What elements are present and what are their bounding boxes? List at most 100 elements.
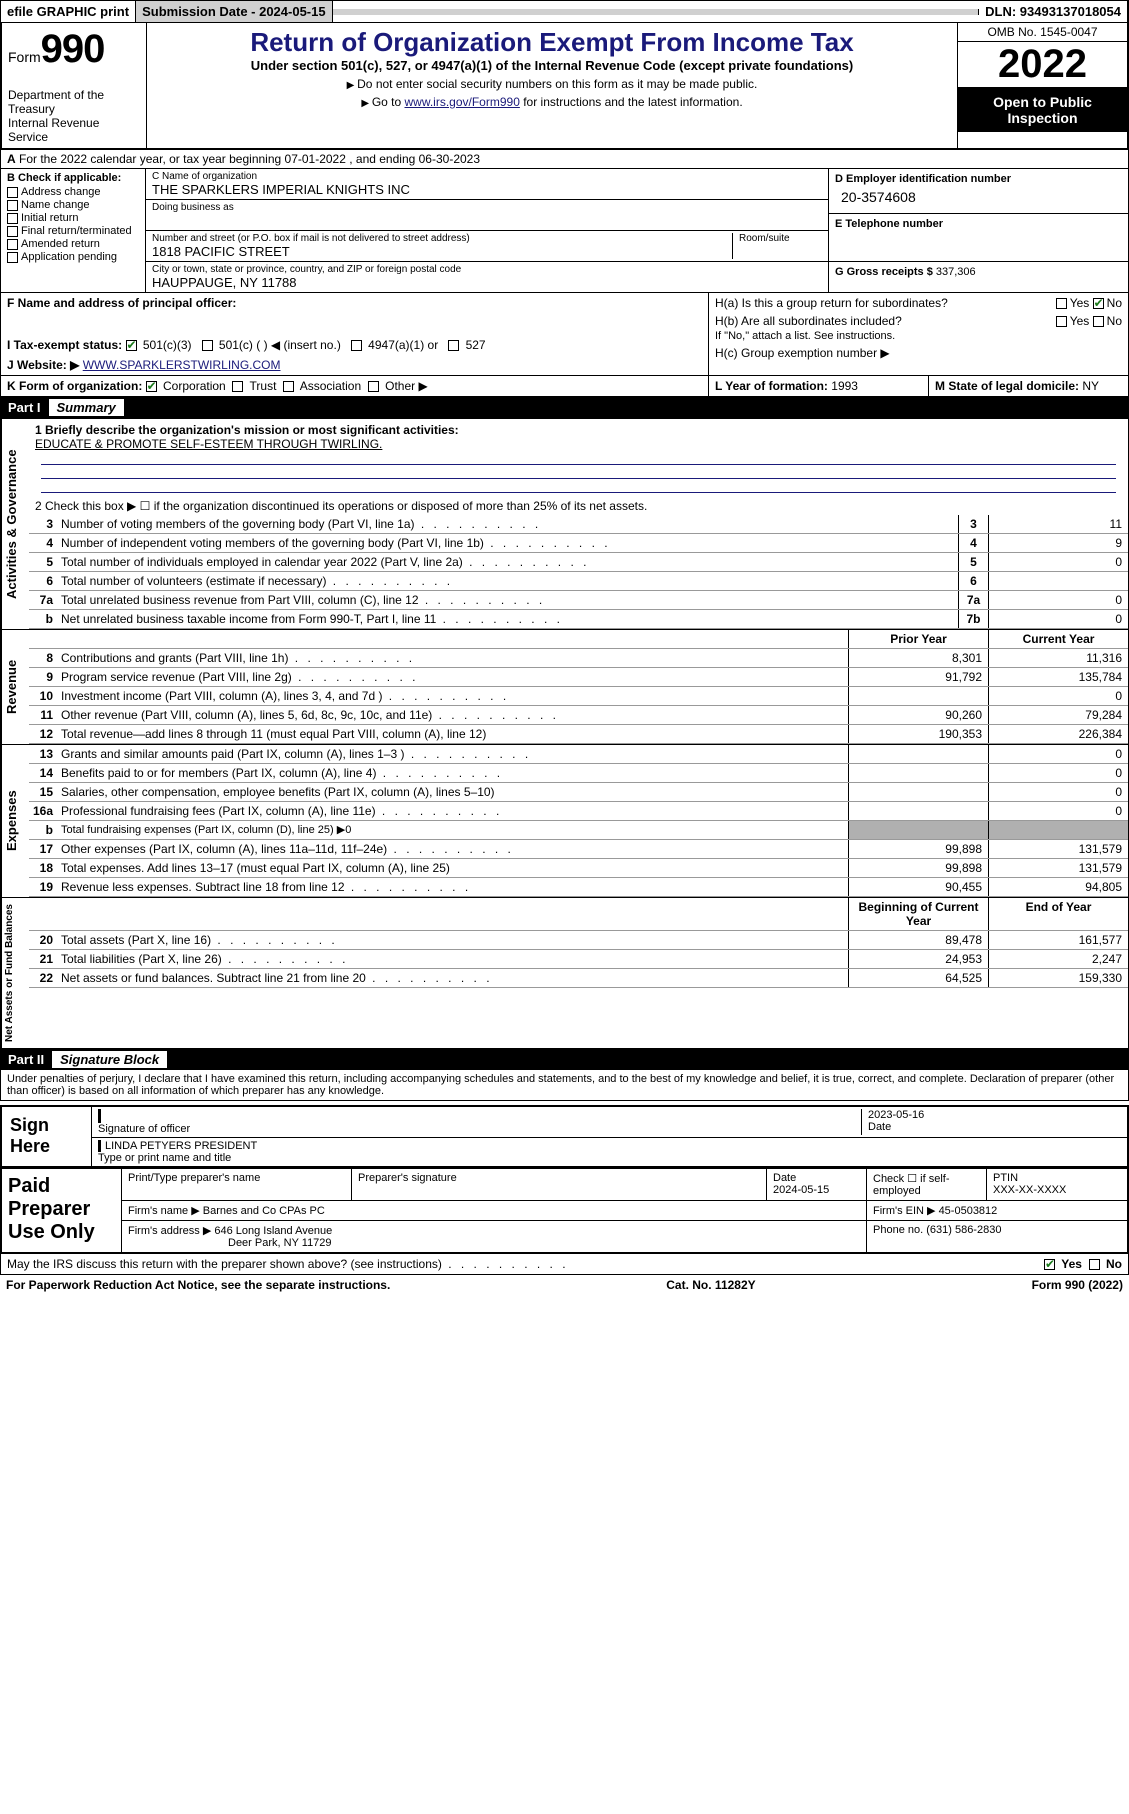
- footer-last: For Paperwork Reduction Act Notice, see …: [0, 1275, 1129, 1295]
- firm-name: Barnes and Co CPAs PC: [203, 1205, 325, 1217]
- org-name-label: C Name of organization: [152, 171, 822, 182]
- col-h: H(a) Is this a group return for subordin…: [708, 293, 1128, 375]
- efile-label: efile GRAPHIC print: [1, 1, 136, 22]
- form-title: Return of Organization Exempt From Incom…: [157, 27, 947, 58]
- chk-other[interactable]: [368, 381, 379, 392]
- row-j: J Website: ▶ WWW.SPARKLERSTWIRLING.COM: [7, 358, 702, 372]
- tax-year: 2022: [958, 42, 1127, 88]
- sign-here-block: Sign Here Signature of officer 2023-05-1…: [0, 1105, 1129, 1169]
- line-2: 2 Check this box ▶ ☐ if the organization…: [29, 497, 1128, 515]
- summary-revenue: Revenue Prior YearCurrent Year 8Contribu…: [0, 630, 1129, 745]
- chk-trust[interactable]: [232, 381, 243, 392]
- val-7b: 0: [988, 610, 1128, 628]
- chk-final-return[interactable]: Final return/terminated: [7, 225, 139, 237]
- sign-date: 2023-05-16: [868, 1109, 1121, 1121]
- chk-501c[interactable]: [202, 340, 213, 351]
- col-c-org: C Name of organization THE SPARKLERS IMP…: [146, 169, 828, 292]
- discuss-no[interactable]: [1089, 1259, 1100, 1270]
- col-beginning: Beginning of Current Year: [848, 898, 988, 930]
- vlabel-net: Net Assets or Fund Balances: [1, 898, 29, 1048]
- header-mid: Return of Organization Exempt From Incom…: [147, 23, 957, 148]
- col-b-header: B Check if applicable:: [7, 172, 139, 184]
- chk-address-change[interactable]: Address change: [7, 186, 139, 198]
- cat-no: Cat. No. 11282Y: [666, 1278, 755, 1292]
- addr-label: Number and street (or P.O. box if mail i…: [152, 233, 732, 244]
- omb-label: OMB No. 1545-0047: [958, 23, 1127, 42]
- firm-ein: 45-0503812: [939, 1205, 998, 1217]
- summary-netassets: Net Assets or Fund Balances Beginning of…: [0, 898, 1129, 1049]
- vlabel-exp: Expenses: [1, 745, 29, 897]
- irs-link[interactable]: www.irs.gov/Form990: [405, 95, 520, 109]
- year-formation: 1993: [831, 379, 858, 393]
- header-right: OMB No. 1545-0047 2022 Open to Public In…: [957, 23, 1127, 148]
- top-bar: efile GRAPHIC print Submission Date - 20…: [0, 0, 1129, 23]
- prep-date: 2024-05-15: [773, 1184, 829, 1196]
- chk-pending[interactable]: Application pending: [7, 251, 139, 263]
- org-city: HAUPPAUGE, NY 11788: [152, 275, 822, 290]
- hb-yes[interactable]: [1056, 316, 1067, 327]
- dba-label: Doing business as: [152, 202, 822, 213]
- form-word: Form: [8, 49, 41, 65]
- room-label: Room/suite: [739, 233, 822, 244]
- tel-label: E Telephone number: [835, 218, 1122, 230]
- part-i-header: Part I Summary: [0, 397, 1129, 418]
- row-f-h: F Name and address of principal officer:…: [0, 293, 1129, 376]
- principal-officer: F Name and address of principal officer:…: [1, 293, 708, 375]
- firm-addr2: Deer Park, NY 11729: [228, 1237, 332, 1249]
- row-i: I Tax-exempt status: 501(c)(3) 501(c) ( …: [7, 338, 702, 352]
- part-ii-header: Part II Signature Block: [0, 1049, 1129, 1070]
- firm-phone: (631) 586-2830: [926, 1224, 1001, 1236]
- form-subtitle: Under section 501(c), 527, or 4947(a)(1)…: [157, 58, 947, 73]
- ein-label: D Employer identification number: [835, 173, 1122, 185]
- row-k-l-m: K Form of organization: Corporation Trus…: [0, 376, 1129, 397]
- col-d-to-g: D Employer identification number 20-3574…: [828, 169, 1128, 292]
- dln-label: DLN: 93493137018054: [979, 1, 1128, 22]
- paid-preparer-label: Paid Preparer Use Only: [2, 1169, 122, 1252]
- gross-label: G Gross receipts $: [835, 266, 933, 278]
- chk-527[interactable]: [448, 340, 459, 351]
- vlabel-rev: Revenue: [1, 630, 29, 744]
- sign-here-label: Sign Here: [2, 1107, 92, 1166]
- chk-501c3[interactable]: [126, 340, 137, 351]
- chk-initial-return[interactable]: Initial return: [7, 212, 139, 224]
- chk-corp[interactable]: [146, 381, 157, 392]
- note-ssn: Do not enter social security numbers on …: [157, 77, 947, 91]
- open-inspection: Open to Public Inspection: [958, 88, 1127, 132]
- ha-yes[interactable]: [1056, 298, 1067, 309]
- val-6: [988, 572, 1128, 590]
- row-a-taxyear: A For the 2022 calendar year, or tax yea…: [0, 150, 1129, 169]
- col-prior: Prior Year: [848, 630, 988, 648]
- penalty-statement: Under penalties of perjury, I declare th…: [0, 1070, 1129, 1101]
- val-4: 9: [988, 534, 1128, 552]
- col-b-checkboxes: B Check if applicable: Address change Na…: [1, 169, 146, 292]
- form-number: 990: [41, 27, 105, 71]
- discuss-yes[interactable]: [1044, 1259, 1055, 1270]
- val-7a: 0: [988, 591, 1128, 609]
- val-3: 11: [988, 515, 1128, 533]
- note-link: Go to www.irs.gov/Form990 for instructio…: [157, 95, 947, 109]
- ptin: XXX-XX-XXXX: [993, 1184, 1066, 1196]
- chk-name-change[interactable]: Name change: [7, 199, 139, 211]
- summary-governance: Activities & Governance 1 Briefly descri…: [0, 418, 1129, 630]
- block-b-to-g: B Check if applicable: Address change Na…: [0, 169, 1129, 293]
- val-5: 0: [988, 553, 1128, 571]
- ein-value: 20-3574608: [835, 185, 1122, 209]
- gross-value: 337,306: [936, 266, 976, 278]
- dept-label: Department of the Treasury Internal Reve…: [8, 88, 140, 144]
- officer-name: LINDA PETYERS PRESIDENT: [105, 1140, 257, 1152]
- vlabel-gov: Activities & Governance: [1, 419, 29, 629]
- form-header: Form990 Department of the Treasury Inter…: [0, 23, 1129, 150]
- chk-4947[interactable]: [351, 340, 362, 351]
- website-value[interactable]: WWW.SPARKLERSTWIRLING.COM: [83, 358, 281, 372]
- chk-assoc[interactable]: [283, 381, 294, 392]
- form-ref: Form 990 (2022): [1032, 1278, 1123, 1292]
- ha-no[interactable]: [1093, 298, 1104, 309]
- submission-date-button[interactable]: Submission Date - 2024-05-15: [136, 1, 333, 22]
- paid-preparer-block: Paid Preparer Use Only Print/Type prepar…: [0, 1169, 1129, 1254]
- chk-amended[interactable]: Amended return: [7, 238, 139, 250]
- col-current: Current Year: [988, 630, 1128, 648]
- hb-no[interactable]: [1093, 316, 1104, 327]
- form-id-box: Form990 Department of the Treasury Inter…: [2, 23, 147, 148]
- summary-expenses: Expenses 13Grants and similar amounts pa…: [0, 745, 1129, 898]
- org-address: 1818 PACIFIC STREET: [152, 244, 732, 259]
